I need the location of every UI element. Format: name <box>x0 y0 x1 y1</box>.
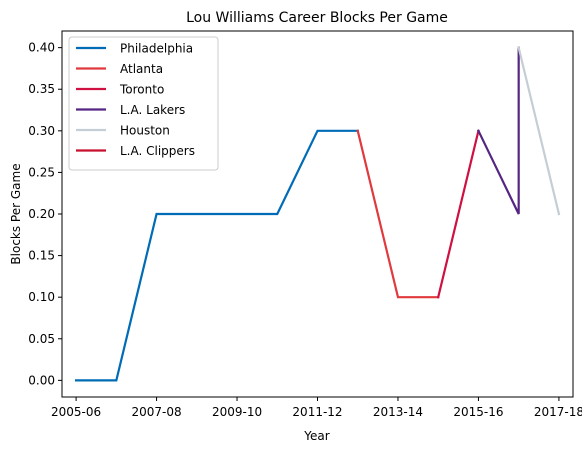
y-tick-label: 0.30 <box>28 124 55 138</box>
legend-label: Toronto <box>119 83 164 97</box>
chart-title: Lou Williams Career Blocks Per Game <box>186 10 448 26</box>
x-tick-label: 2007-08 <box>131 405 181 419</box>
y-tick-label: 0.35 <box>28 82 55 96</box>
legend-box <box>68 36 219 171</box>
legend-label: Philadelphia <box>120 42 193 56</box>
x-tick-label: 2013-14 <box>373 405 423 419</box>
x-tick-label: 2017-18 <box>534 405 582 419</box>
x-tick-label: 2009-10 <box>212 405 262 419</box>
x-tick-label: 2015-16 <box>453 405 503 419</box>
series-line-1 <box>356 129 440 299</box>
legend-label: Houston <box>120 124 170 138</box>
series-line-0 <box>74 129 359 382</box>
series-line-3 <box>476 46 520 215</box>
x-tick-label: 2011-12 <box>292 405 342 419</box>
y-tick-label: 0.25 <box>28 165 55 179</box>
x-axis: 2005-06 2007-08 2009-10 2011-12 2013-14 2015-… <box>51 397 582 419</box>
y-tick-label: 0.40 <box>28 41 55 55</box>
x-axis-title: Year <box>303 429 329 443</box>
legend: Philadelphia Atlanta Toronto L.A. Lakers Hou… <box>68 36 219 171</box>
x-tick-label: 2005-06 <box>51 405 101 419</box>
y-axis: 0.00 0.05 0.10 0.15 0.20 0.25 0.30 0.35 0.40 <box>28 41 62 387</box>
y-tick-label: 0.20 <box>28 207 55 221</box>
y-tick-label: 0.15 <box>28 249 55 263</box>
legend-label: L.A. Clippers <box>120 144 195 158</box>
plot-lines <box>74 46 561 382</box>
series-line-2 <box>436 129 480 299</box>
y-tick-label: 0.05 <box>28 332 55 346</box>
y-tick-label: 0.10 <box>28 290 55 304</box>
series-line-4 <box>517 46 561 216</box>
y-axis-title: Blocks Per Game <box>9 163 23 264</box>
y-tick-label: 0.00 <box>28 373 55 387</box>
legend-label: L.A. Lakers <box>120 103 185 117</box>
legend-label: Atlanta <box>120 62 163 76</box>
